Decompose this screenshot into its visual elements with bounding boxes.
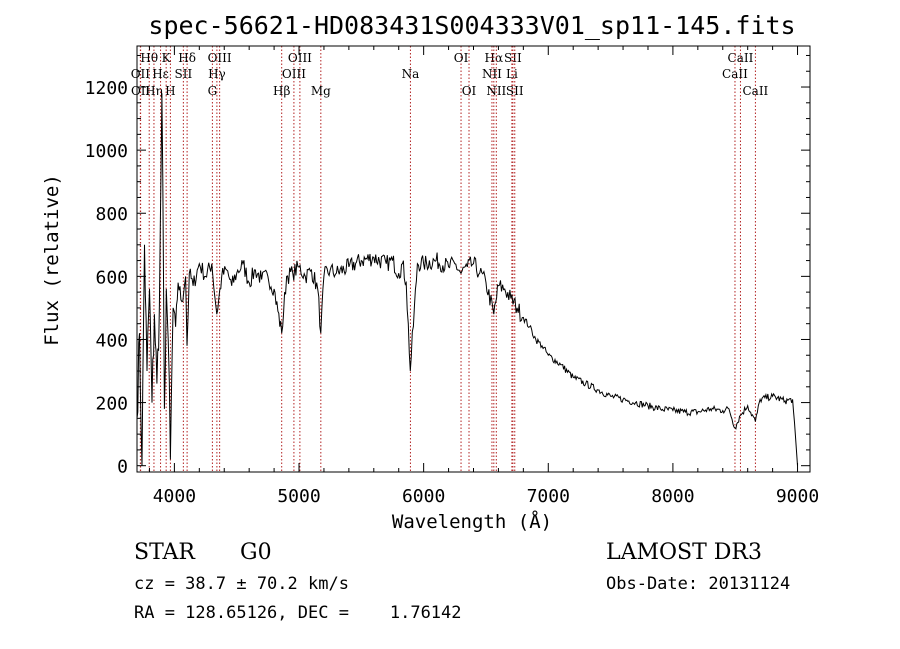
line-marker-label: OI bbox=[454, 51, 469, 65]
line-marker-label: H bbox=[165, 84, 175, 98]
obs-date-text: Obs-Date: 20131124 bbox=[606, 574, 791, 594]
spectrum-line bbox=[136, 93, 798, 466]
redshift-text: cz = 38.7 ± 70.2 km/s bbox=[134, 574, 349, 594]
line-marker-label: Hθ bbox=[140, 51, 158, 65]
line-marker-label: CaII bbox=[722, 67, 748, 81]
y-tick-label: 400 bbox=[95, 330, 128, 351]
line-marker-label: Li bbox=[506, 67, 518, 81]
y-tick-label: 1000 bbox=[85, 141, 128, 162]
line-marker-label: CaII bbox=[742, 84, 768, 98]
y-tick-label: 0 bbox=[117, 457, 128, 478]
object-class: STAR bbox=[134, 540, 195, 565]
y-tick-label: 200 bbox=[95, 394, 128, 415]
x-tick-label: 9000 bbox=[776, 486, 819, 507]
line-marker-label: K bbox=[162, 51, 172, 65]
line-marker-label: SII bbox=[504, 51, 522, 65]
x-tick-label: 8000 bbox=[651, 486, 694, 507]
x-tick-label: 4000 bbox=[153, 486, 196, 507]
line-marker-label: OIII bbox=[208, 51, 232, 65]
line-marker-label: G bbox=[208, 84, 218, 98]
y-tick-label: 600 bbox=[95, 267, 128, 288]
line-marker-label: SII bbox=[506, 84, 524, 98]
x-tick-label: 7000 bbox=[527, 486, 570, 507]
x-tick-label: 5000 bbox=[277, 486, 320, 507]
line-marker-label: NII bbox=[486, 84, 506, 98]
coordinates-text: RA = 128.65126, DEC = 1.76142 bbox=[134, 603, 462, 623]
y-tick-label: 1200 bbox=[85, 78, 128, 99]
line-marker-label: Hε bbox=[152, 67, 169, 81]
line-marker-label: Hδ bbox=[178, 51, 196, 65]
line-marker-label: SII bbox=[175, 67, 193, 81]
line-marker-label: Hβ bbox=[273, 84, 290, 98]
axes: 4000 5000 6000 7000 8000 9000 0 200 400 600 800 100… bbox=[85, 45, 819, 507]
line-marker-label: NII bbox=[482, 67, 502, 81]
line-marker-label: Hα bbox=[485, 51, 504, 65]
line-marker-label: OIII bbox=[288, 51, 312, 65]
line-marker-label: OI bbox=[462, 84, 477, 98]
line-marker-label: Hγ bbox=[208, 67, 226, 81]
x-tick-label: 6000 bbox=[402, 486, 445, 507]
spectrum-series bbox=[136, 93, 798, 466]
line-marker-label: CaII bbox=[728, 51, 754, 65]
line-marker-label: Na bbox=[402, 67, 420, 81]
line-marker-label: OIII bbox=[282, 67, 306, 81]
y-axis-label: Flux (relative) bbox=[41, 174, 63, 346]
chart-title: spec-56621-HD083431S004333V01_sp11-145.f… bbox=[148, 11, 795, 40]
survey-name: LAMOST DR3 bbox=[606, 540, 762, 565]
y-tick-label: 800 bbox=[95, 204, 128, 225]
line-marker-label: Hη bbox=[145, 84, 163, 98]
spectral-subclass: G0 bbox=[240, 540, 272, 565]
x-axis-label: Wavelength (Å) bbox=[392, 510, 552, 533]
line-marker-label: Mg bbox=[311, 84, 331, 98]
